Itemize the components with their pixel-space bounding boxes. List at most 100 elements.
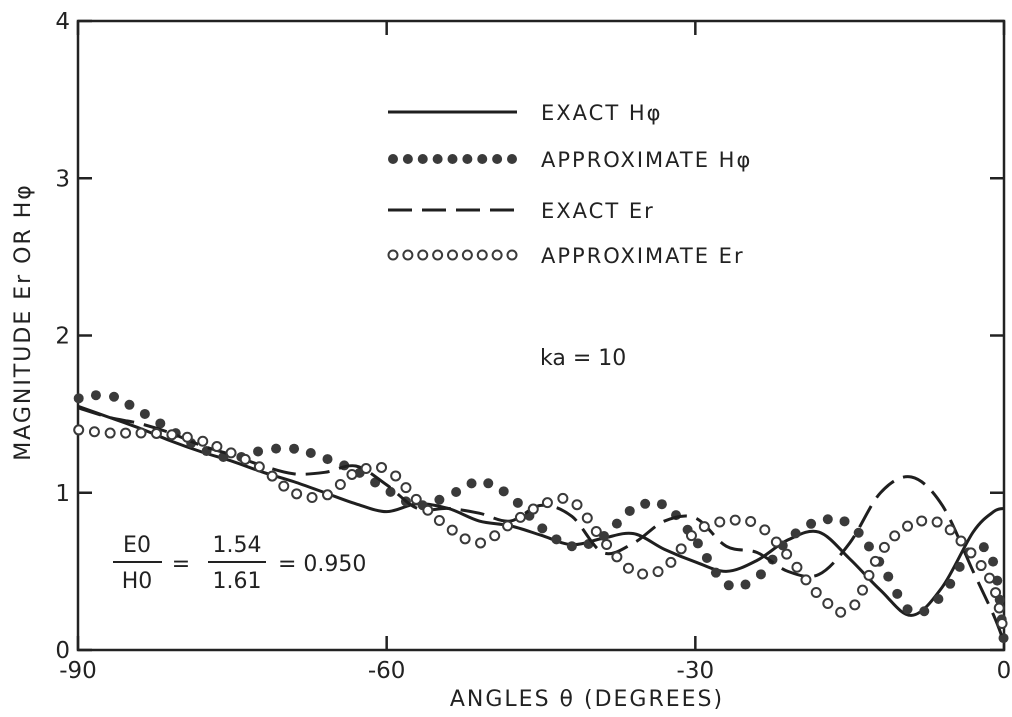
ratio-annotation: E0 H0 = 1.54 1.61 = 0.950 — [113, 533, 366, 594]
legend-swatch-1-dot — [388, 154, 398, 164]
series-3-marker — [993, 602, 1005, 614]
series-3-marker — [729, 514, 741, 526]
series-3-marker — [104, 427, 116, 439]
series-1-marker — [954, 561, 965, 572]
series-1-marker — [723, 580, 734, 591]
series-3-marker — [541, 497, 553, 509]
legend-swatch-1-dot — [447, 154, 458, 164]
series-3-marker — [489, 530, 501, 542]
series-1-marker — [640, 498, 651, 509]
legend-swatch-3-dot — [447, 249, 458, 261]
series-3-marker — [211, 441, 223, 453]
legend-swatch-3-dot — [432, 249, 444, 261]
series-1-marker — [988, 556, 999, 567]
legend-label-2: EXACT Er — [541, 199, 655, 223]
tick-labels: -90 -60 -30 0 0 1 2 3 4 — [55, 9, 1011, 684]
series-3-marker — [376, 461, 388, 473]
ticks — [76, 19, 1006, 652]
series-3-marker — [590, 525, 602, 537]
legend-swatch-1-dot — [477, 154, 488, 164]
series-3-marker — [965, 547, 977, 559]
series-1-marker — [863, 541, 874, 552]
series-1-marker — [692, 538, 703, 549]
series-3-marker — [346, 468, 358, 480]
series-3-marker — [291, 488, 303, 500]
legend-swatch-3-dot — [506, 249, 518, 261]
series-3-marker — [266, 470, 278, 482]
legend-label-1: APPROXIMATE Hφ — [541, 148, 752, 172]
series-3-marker — [239, 453, 251, 465]
series-1-marker — [466, 478, 477, 489]
legend-entry-1: APPROXIMATE Hφ — [388, 148, 752, 172]
series-3-marker — [944, 524, 956, 536]
series-3-marker — [197, 435, 209, 447]
series-1-marker — [73, 393, 84, 404]
series-1-marker — [945, 578, 956, 589]
series-1-marker — [322, 454, 333, 465]
series-1-marker — [755, 569, 766, 580]
x-tick-label-3: 0 — [997, 658, 1012, 684]
series-3-marker — [73, 424, 85, 436]
series-1-marker — [919, 606, 930, 617]
series-3-marker — [360, 462, 372, 474]
series-1-marker — [90, 390, 101, 401]
legend-swatch-1-dot — [432, 154, 443, 164]
series-1-marker — [892, 588, 903, 599]
y-tick-label-0: 0 — [55, 638, 70, 664]
series-3-marker — [745, 515, 757, 527]
series-3-marker — [306, 492, 318, 504]
series-layer — [73, 390, 1009, 644]
x-tick-label-0: -90 — [59, 658, 97, 684]
series-3-marker — [955, 535, 967, 547]
series-3-marker — [931, 516, 943, 528]
series-3-marker — [810, 586, 822, 598]
series-3-marker — [714, 516, 726, 528]
series-1-marker — [537, 523, 548, 534]
series-3-marker — [557, 492, 569, 504]
series-1-marker — [853, 527, 864, 538]
series-3-marker — [857, 584, 869, 596]
series-3-marker — [869, 555, 881, 567]
series-3-marker — [166, 429, 178, 441]
series-3-marker — [611, 551, 623, 563]
series-3-marker — [975, 560, 987, 572]
series-1-marker — [933, 594, 944, 605]
ka-annotation: ka = 10 — [540, 346, 626, 371]
series-3-marker — [822, 598, 834, 610]
ratio-equals: = — [172, 552, 190, 577]
series-3-marker — [181, 431, 193, 443]
series-1-marker — [822, 514, 833, 525]
legend-swatch-1-dot — [417, 154, 428, 164]
series-1-marker — [566, 541, 577, 552]
series-3-marker — [135, 427, 147, 439]
ratio-right-numerator: 1.54 — [213, 533, 262, 558]
series-3-marker — [652, 566, 664, 578]
series-1-marker — [611, 518, 622, 529]
series-3-marker — [849, 599, 861, 611]
series-3-marker — [996, 617, 1008, 629]
series-3-marker — [990, 587, 1002, 599]
legend-swatch-1-dot — [462, 154, 473, 164]
x-tick-label-1: -60 — [368, 658, 406, 684]
series-3-marker — [902, 520, 914, 532]
series-1-marker — [624, 505, 635, 516]
series-1-marker — [124, 399, 135, 410]
series-1-marker — [701, 552, 712, 563]
series-3-marker — [675, 543, 687, 555]
series-3-marker — [88, 426, 100, 438]
series-3-marker — [878, 541, 890, 553]
x-tick-label-2: -30 — [677, 658, 715, 684]
series-1-marker — [902, 604, 913, 615]
series-1-marker — [740, 579, 751, 590]
ratio-right-denominator: 1.61 — [213, 569, 262, 594]
y-tick-label-2: 2 — [55, 324, 70, 350]
series-3-marker — [637, 568, 649, 580]
series-1-marker — [139, 408, 150, 419]
series-1-marker — [483, 478, 494, 489]
series-3-marker — [422, 504, 434, 516]
series-3-marker — [459, 533, 471, 545]
legend-swatch-1-dot — [507, 154, 517, 164]
series-1-marker — [498, 486, 509, 497]
series-3-marker — [698, 521, 710, 533]
